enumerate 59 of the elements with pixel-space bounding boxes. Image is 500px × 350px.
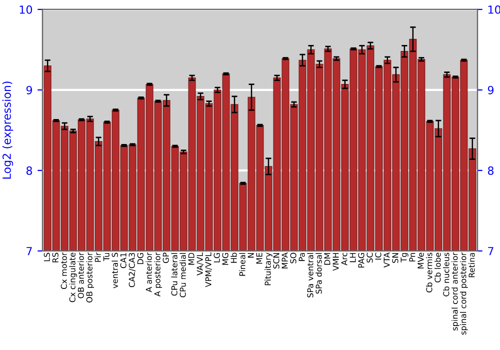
- x-tick-label: RS: [52, 252, 58, 262]
- x-tick-label: Cx motor: [60, 252, 67, 290]
- x-tick-label: Cb vermis: [426, 252, 432, 292]
- x-tick-label: Cx cingulate: [69, 252, 77, 302]
- x-tick-label: Tu: [103, 253, 110, 262]
- x-tick-label: SN: [392, 253, 398, 263]
- x-tick-label: SPa ventral: [307, 253, 314, 298]
- x-tick-label: LS: [44, 252, 50, 262]
- x-tick-label: SO: [290, 252, 296, 264]
- x-tick-label: LH: [350, 253, 356, 262]
- x-tick-label: Retina: [468, 253, 475, 278]
- x-tick-label: VA/VL: [196, 252, 204, 276]
- x-tick-label: Tg: [400, 253, 408, 262]
- x-tick-label: Pituitary: [264, 252, 272, 286]
- x-tick-label: Arc: [341, 252, 348, 266]
- x-tick-label: VMH: [332, 253, 339, 271]
- x-tick-label: Pn: [409, 253, 416, 262]
- x-tick-label: Cb nucleus: [443, 252, 450, 296]
- x-tick-label: A posterior: [154, 252, 162, 296]
- x-tick-label: CPu medial: [180, 253, 186, 298]
- y-tick-label: 9: [26, 86, 32, 94]
- x-tick-label: spinal cord posterior: [460, 252, 468, 335]
- x-tick-label: OB anterior: [78, 252, 84, 298]
- x-tick-label: spinal cord anterior: [452, 252, 460, 330]
- x-tick-label: ventral S: [112, 252, 118, 288]
- y2-tick-label: 7: [488, 247, 494, 256]
- x-tick-label: PAG: [358, 253, 364, 268]
- x-tick-label: GP: [162, 252, 169, 263]
- x-tick-label: CA2/CA3: [128, 252, 136, 288]
- x-tick-label: CPu lateral: [171, 253, 178, 296]
- x-tick-label: A anterior: [146, 252, 152, 292]
- x-tick-label: ME: [256, 252, 262, 264]
- x-tick-label: Pineal: [239, 253, 246, 276]
- x-tick-label: Pir: [94, 252, 101, 262]
- x-tick-label: MPA: [282, 252, 288, 268]
- x-tick-label: Pa: [298, 253, 305, 261]
- x-tick-label: MD: [188, 252, 194, 265]
- x-tick-label: SCN: [273, 253, 280, 269]
- y-tick-label: 7: [26, 247, 32, 256]
- x-tick-label: CA1: [120, 253, 126, 268]
- y-tick-label: 8: [26, 166, 32, 175]
- x-tick-label: VTA: [384, 252, 390, 268]
- x-tick-label: IC: [375, 252, 382, 260]
- x-tick-label: OB posterior: [86, 252, 94, 302]
- x-tick-label: MVe: [418, 252, 424, 268]
- y-axis-title: Log2 (expression): [2, 82, 14, 179]
- y2-tick-label: 9: [488, 86, 494, 94]
- x-tick-label: SPa dorsal: [316, 253, 322, 294]
- x-tick-label: LG: [214, 253, 220, 262]
- x-tick-label: Hb: [230, 252, 237, 263]
- x-tick-label: DM: [324, 253, 330, 265]
- x-tick-label: VPM/VPL: [205, 252, 212, 288]
- x-tick-label: Cb lobe: [434, 252, 441, 282]
- x-tick-label: N: [248, 253, 254, 258]
- x-tick-label: DG: [137, 253, 144, 264]
- y-tick-label: 10: [20, 5, 32, 14]
- x-tick-label: SC: [366, 252, 373, 263]
- y2-tick-label: 8: [488, 166, 494, 175]
- x-tick-label: MG: [222, 253, 228, 265]
